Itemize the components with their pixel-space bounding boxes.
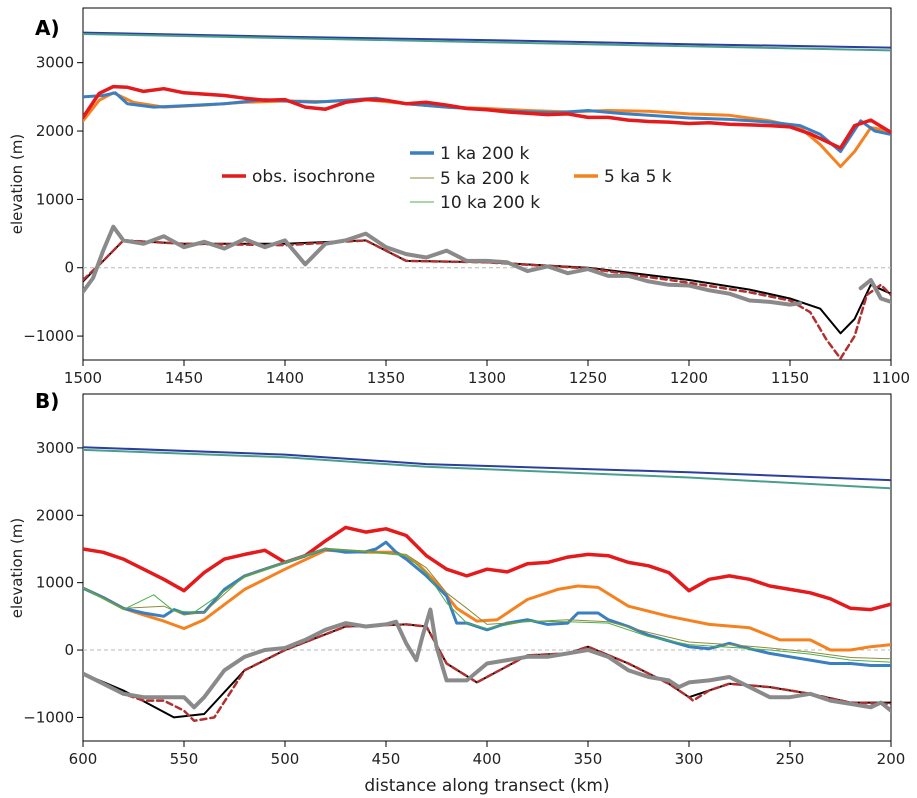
y-tick-label-b--1000: −1000 <box>23 708 74 726</box>
panel-label-b: B) <box>35 389 59 413</box>
series-layer-b <box>83 446 891 723</box>
x-tick-label-a-1450: 1450 <box>165 369 203 387</box>
series-layer-a <box>83 31 891 360</box>
series-line-b-1-ka-200-k-4 <box>83 540 891 667</box>
x-tick-label-b-550: 550 <box>170 750 199 768</box>
y-tick-label-b-0: 0 <box>64 641 74 659</box>
xlabel-b: distance along transect (km) <box>364 776 609 796</box>
x-tick-label-b-300: 300 <box>675 750 704 768</box>
x-tick-label-a-1500: 1500 <box>64 369 102 387</box>
x-tick-label-b-500: 500 <box>271 750 300 768</box>
series-line-a-surface-upper-0 <box>83 31 891 49</box>
series-line-b-surface-upper-0 <box>83 446 891 482</box>
panel-label-a: A) <box>35 16 60 40</box>
series-line-b-bed-observed-9 <box>83 607 891 713</box>
x-tick-label-a-1150: 1150 <box>771 369 809 387</box>
legend-label-10ka-200k: 10 ka 200 k <box>440 193 540 213</box>
axes-a: 1500 1450 1400 1350 1300 1250 1200 1150 1100 −100… <box>23 54 910 387</box>
y-tick-label-b-3000: 3000 <box>36 439 74 457</box>
legend-label-1ka-200k: 1 ka 200 k <box>440 144 529 164</box>
legend-label-5ka-5k: 5 ka 5 k <box>604 167 672 187</box>
x-tick-label-b-400: 400 <box>473 750 502 768</box>
y-tick-label-a-0: 0 <box>64 259 74 277</box>
x-tick-label-b-350: 350 <box>574 750 603 768</box>
y-tick-label-b-2000: 2000 <box>36 506 74 524</box>
series-line-a-bed-dashed-6 <box>83 239 891 360</box>
x-tick-label-b-200: 200 <box>877 750 906 768</box>
series-line-a-surface-lower-1 <box>83 33 891 52</box>
x-tick-label-b-250: 250 <box>776 750 805 768</box>
y-tick-label-b-1000: 1000 <box>36 574 74 592</box>
y-tick-label-a-2000: 2000 <box>36 122 74 140</box>
series-line-a-bed-observed-7 <box>83 224 803 307</box>
x-tick-label-b-450: 450 <box>372 750 401 768</box>
legend-label-5ka-200k: 5 ka 200 k <box>440 169 529 189</box>
panel-a: A) elevation (m) 1500 1450 1400 1350 1300 125… <box>8 7 910 387</box>
ylabel-b: elevation (m) <box>8 518 26 619</box>
y-tick-label-a-3000: 3000 <box>36 54 74 72</box>
series-line-b-10-ka-200-k-6 <box>83 548 891 663</box>
y-tick-label-a--1000: −1000 <box>23 327 74 345</box>
ylabel-a: elevation (m) <box>8 134 26 235</box>
series-line-b-bed-dashed-8 <box>83 623 891 723</box>
x-tick-label-a-1400: 1400 <box>266 369 304 387</box>
series-line-b-5-ka-5-k-3 <box>83 548 891 652</box>
series-line-b-surface-lower-1 <box>83 448 891 490</box>
x-tick-label-a-1350: 1350 <box>367 369 405 387</box>
series-line-a-bed-observed-8 <box>858 278 891 304</box>
x-tick-label-a-1100: 1100 <box>872 369 910 387</box>
axes-b: 600 550 500 450 400 350 300 250 200 −1000 0 1000 200… <box>23 439 905 768</box>
series-line-b-obs-isochrone-2 <box>83 525 891 612</box>
x-tick-label-a-1200: 1200 <box>670 369 708 387</box>
x-tick-label-a-1250: 1250 <box>569 369 607 387</box>
series-line-b-bed-smooth-7 <box>83 623 891 719</box>
x-tick-label-a-1300: 1300 <box>468 369 506 387</box>
series-line-b-5-ka-200-k-5 <box>83 547 891 660</box>
y-tick-label-a-1000: 1000 <box>36 190 74 208</box>
legend-label-obs-isochrone: obs. isochrone <box>252 167 375 187</box>
series-line-a-1-ka-200-k-3 <box>83 91 891 153</box>
series-line-a-obs-isochrone-4 <box>83 84 891 150</box>
panel-b: B) elevation (m) 600 550 500 450 400 350 300 25… <box>8 389 905 796</box>
x-tick-label-b-600: 600 <box>69 750 98 768</box>
series-line-a-bed-smooth-5 <box>83 239 891 335</box>
legend: obs. isochrone 1 ka 200 k 5 ka 200 k 10 … <box>222 144 672 213</box>
